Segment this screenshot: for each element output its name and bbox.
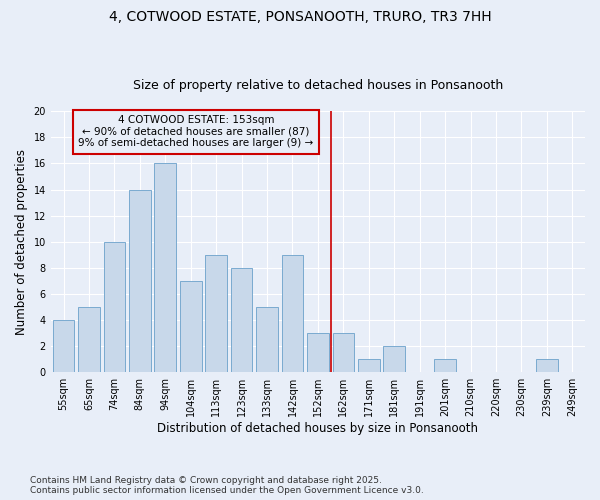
Title: Size of property relative to detached houses in Ponsanooth: Size of property relative to detached ho…: [133, 79, 503, 92]
Bar: [256, 307, 278, 372]
Text: 4 COTWOOD ESTATE: 153sqm
← 90% of detached houses are smaller (87)
9% of semi-de: 4 COTWOOD ESTATE: 153sqm ← 90% of detach…: [78, 115, 313, 148]
Bar: [78, 307, 100, 372]
Bar: [307, 333, 329, 372]
Bar: [358, 359, 380, 372]
X-axis label: Distribution of detached houses by size in Ponsanooth: Distribution of detached houses by size …: [157, 422, 478, 435]
Bar: [383, 346, 405, 372]
Bar: [53, 320, 74, 372]
Bar: [536, 359, 557, 372]
Y-axis label: Number of detached properties: Number of detached properties: [15, 148, 28, 334]
Bar: [281, 255, 303, 372]
Bar: [205, 255, 227, 372]
Bar: [104, 242, 125, 372]
Bar: [129, 190, 151, 372]
Bar: [434, 359, 456, 372]
Bar: [332, 333, 354, 372]
Text: 4, COTWOOD ESTATE, PONSANOOTH, TRURO, TR3 7HH: 4, COTWOOD ESTATE, PONSANOOTH, TRURO, TR…: [109, 10, 491, 24]
Bar: [231, 268, 253, 372]
Bar: [154, 164, 176, 372]
Text: Contains HM Land Registry data © Crown copyright and database right 2025.
Contai: Contains HM Land Registry data © Crown c…: [30, 476, 424, 495]
Bar: [180, 281, 202, 372]
